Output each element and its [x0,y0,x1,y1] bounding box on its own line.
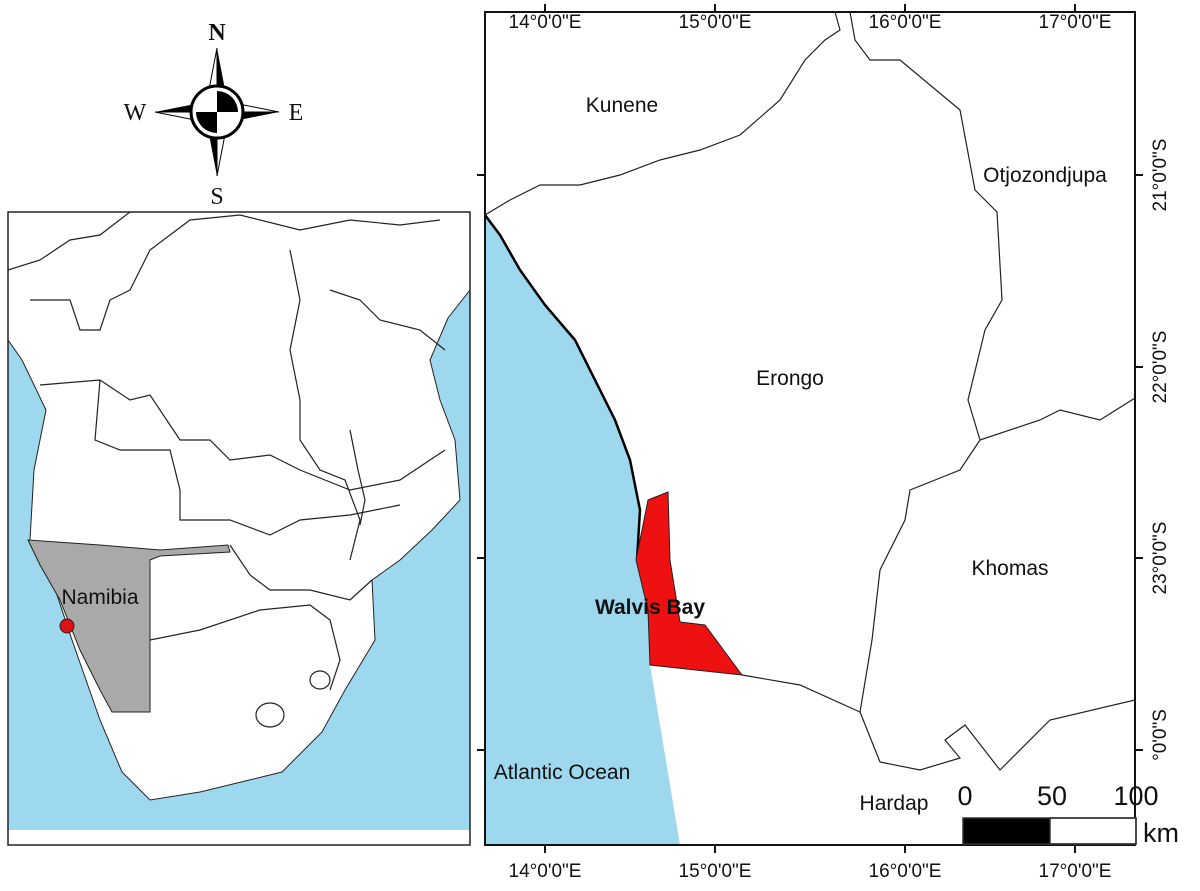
scale-bar: 0 50 100 km [957,781,1179,848]
right-tick-label: 21°0'0"S [1150,139,1171,212]
compass-north-label: N [208,20,226,46]
bottom-tick-label: 17°0'0"E [1039,861,1112,882]
atlantic-ocean-area [485,215,680,845]
top-tick-label: 14°0'0"E [509,12,582,33]
right-tick-label: 22°0'0"S [1150,331,1171,404]
compass-east-label: E [289,100,304,126]
inset-frame [7,211,471,846]
region-label-otjozondjupa: Otjozondjupa [983,164,1107,187]
top-tick-label: 15°0'0"E [679,12,752,33]
right-tick-label: °0'0"S [1150,709,1171,761]
namibia-shape [27,539,231,713]
region-label-kunene: Kunene [586,94,658,117]
scale-label: 50 [1037,781,1067,811]
study-area-label: Walvis Bay [595,596,705,619]
scale-label: 100 [1113,781,1158,811]
walvis-bay-area [635,491,744,676]
namibia-label: Namibia [61,586,138,609]
bottom-tick-label: 14°0'0"E [509,861,582,882]
walvis-bay-location-dot [59,618,75,634]
country-borders [8,212,446,728]
right-tick-label: 23°0'0"S [1150,522,1171,595]
scale-label: 0 [957,781,972,811]
main-map: Kunene Otjozondjupa Erongo Khomas Hardap… [485,12,1135,845]
top-tick-label: 17°0'0"E [1039,12,1112,33]
top-tick-label: 16°0'0"E [869,12,942,33]
compass-south-label: S [210,184,223,210]
bottom-tick-label: 15°0'0"E [679,861,752,882]
coastline [485,214,642,561]
north-arrow-compass-rose-icon: N S W E [124,20,304,210]
ocean-label: Atlantic Ocean [494,761,631,784]
graticule-ticks [477,4,1143,853]
inset-map: Namibia [8,212,470,845]
region-label-hardap: Hardap [860,792,929,815]
bottom-tick-label: 16°0'0"E [869,861,942,882]
scale-unit: km [1143,818,1179,848]
region-label-erongo: Erongo [756,367,824,390]
compass-west-label: W [124,100,147,126]
region-boundaries [485,12,1135,771]
region-label-khomas: Khomas [971,557,1048,580]
main-map-frame [484,11,1136,846]
